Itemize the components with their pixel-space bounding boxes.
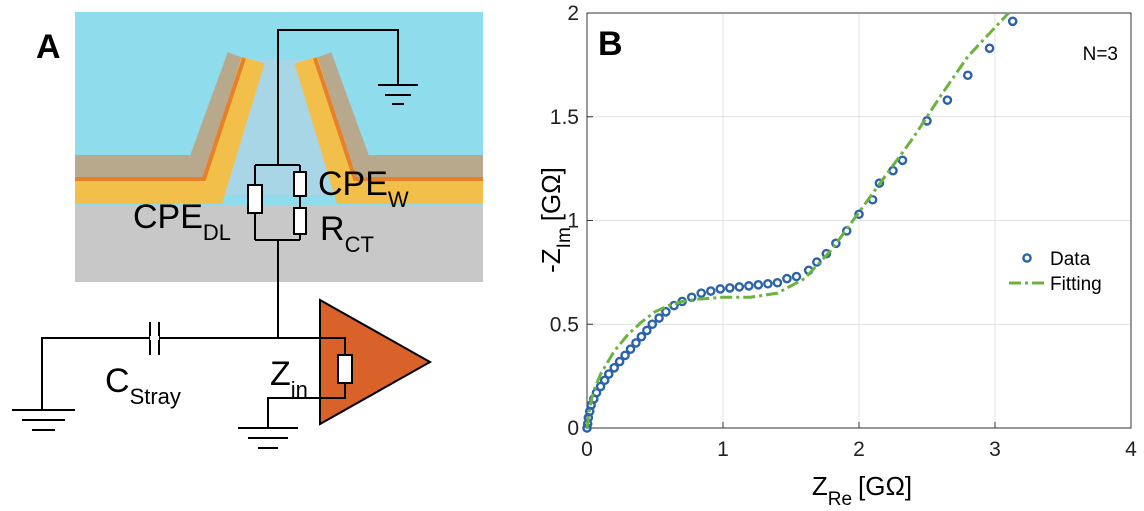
label-main: CPE xyxy=(318,165,388,203)
data-point xyxy=(772,277,783,288)
amplifier xyxy=(319,298,433,426)
resistor xyxy=(247,184,263,214)
data-point xyxy=(642,325,652,336)
data-point xyxy=(984,43,995,54)
data-point xyxy=(963,70,973,81)
legend-label: Fitting xyxy=(1050,274,1102,295)
fit-line xyxy=(585,11,1010,429)
capacitor-gap xyxy=(150,336,159,340)
data-point xyxy=(620,350,630,361)
x-tick-label: 1 xyxy=(717,438,729,461)
data-point xyxy=(631,338,641,348)
data-point xyxy=(744,281,754,291)
label-sub: W xyxy=(388,187,409,212)
data-point xyxy=(614,356,625,367)
label-sub: Im xyxy=(554,227,575,248)
panel-b: B N=3 ZRe [GΩ] -ZIm [GΩ] 0 1 2 3 4 0 0.5 1 1.5 2 Dat… xyxy=(536,2,1137,510)
data-point xyxy=(1007,16,1018,27)
layer-tan xyxy=(310,52,483,177)
label-unit: [GΩ] xyxy=(858,471,912,501)
label-unit: [GΩ] xyxy=(536,167,566,221)
layer-gold xyxy=(75,56,265,204)
y-tick-label: 0.5 xyxy=(550,313,579,336)
y-axis-label: -ZIm [GΩ] xyxy=(536,167,575,273)
data-point xyxy=(942,95,953,105)
cpe-dl-label: CPEDL xyxy=(133,198,231,245)
data-point xyxy=(763,278,773,289)
data-point xyxy=(654,313,664,323)
r-ct-label: RCT xyxy=(320,210,374,257)
y-tick-label: 0 xyxy=(567,417,579,440)
data-point xyxy=(625,344,636,354)
label-sub: DL xyxy=(203,220,231,245)
x-tick-label: 3 xyxy=(989,438,1001,461)
c-stray-label: CStray xyxy=(105,362,181,409)
data-point xyxy=(696,288,707,298)
label-sub: Re xyxy=(828,489,852,510)
panel-label: A xyxy=(36,28,61,66)
data-point xyxy=(603,369,614,379)
data-point xyxy=(609,363,620,373)
x-tick-label: 4 xyxy=(1125,438,1137,461)
label-main: -Z xyxy=(536,248,566,273)
resistor xyxy=(293,171,307,197)
data-point xyxy=(831,238,841,249)
data-point xyxy=(595,381,606,392)
plot-frame xyxy=(586,12,1132,429)
data-point xyxy=(734,282,745,292)
layer-gold xyxy=(294,56,483,204)
data-point xyxy=(888,165,898,176)
label-sub: CT xyxy=(345,232,374,257)
label-main: R xyxy=(320,210,345,248)
resistor xyxy=(293,207,307,235)
y-tick-label: 2 xyxy=(567,2,579,25)
data-point xyxy=(812,257,822,267)
x-tick-label: 0 xyxy=(581,438,593,461)
label-main: Z xyxy=(270,355,291,393)
resistor xyxy=(337,354,353,384)
annotation: N=3 xyxy=(1083,44,1118,65)
layer-orange xyxy=(313,57,483,181)
label-main: C xyxy=(105,362,130,400)
data-point xyxy=(647,319,658,330)
data-point xyxy=(705,286,716,296)
y-tick-label: 1 xyxy=(567,210,579,233)
legend-label: Data xyxy=(1050,249,1091,270)
data-point xyxy=(874,178,885,188)
data-point xyxy=(782,273,792,284)
x-tick-label: 2 xyxy=(853,438,865,461)
layer-orange xyxy=(75,57,246,181)
wire xyxy=(12,322,320,431)
data-point xyxy=(897,155,908,166)
y-tick-label: 1.5 xyxy=(550,106,579,129)
data-point xyxy=(599,375,610,386)
wire xyxy=(277,29,418,165)
cpe-w-label: CPEW xyxy=(318,165,409,212)
wire xyxy=(238,337,346,449)
label-main: Z xyxy=(812,471,828,501)
data-point xyxy=(636,331,647,342)
legend-marker xyxy=(1022,253,1032,263)
data-point xyxy=(715,284,726,294)
panel-a: A CPEDL CPEW RCT Zin CStray xyxy=(12,12,483,449)
x-axis-label: ZRe [GΩ] xyxy=(812,471,912,510)
wire xyxy=(254,164,301,338)
data-point xyxy=(791,271,802,282)
data-point xyxy=(753,280,764,290)
data-point xyxy=(725,283,735,293)
layer-tan xyxy=(75,52,249,177)
z-in-label: Zin xyxy=(270,355,308,402)
data-point xyxy=(661,306,671,317)
data-point xyxy=(591,387,602,398)
label-sub: in xyxy=(291,377,308,402)
label-sub: Stray xyxy=(130,384,181,409)
label-main: CPE xyxy=(133,198,203,236)
data-point xyxy=(854,209,864,220)
panel-label: B xyxy=(598,25,623,63)
